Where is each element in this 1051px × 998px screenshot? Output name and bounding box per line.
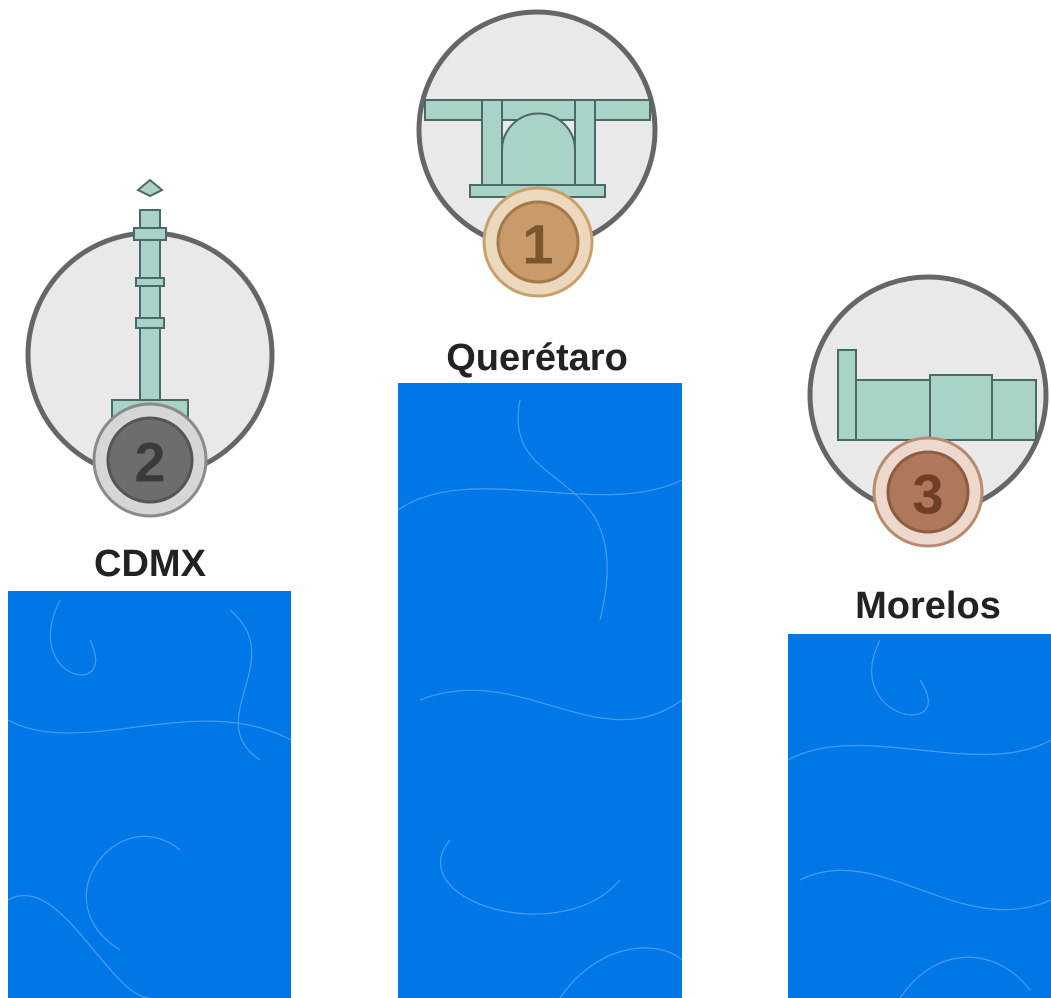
place-name: Morelos: [855, 585, 1001, 627]
podium-bar: [788, 634, 1051, 998]
rank-number: 1: [522, 213, 553, 276]
place-name: CDMX: [94, 543, 207, 585]
rank-number: 2: [134, 431, 165, 494]
place-name: Querétaro: [446, 337, 628, 379]
podium-place: 3 Morelos: [788, 277, 1051, 998]
podium-bar: [398, 383, 682, 998]
podium-place: 1 Querétaro: [398, 12, 682, 998]
podium: 2 CDMX 1 Querétaro 3 Morelos: [0, 0, 1051, 998]
rank-number: 3: [912, 463, 943, 526]
podium-place: 2 CDMX: [8, 180, 291, 998]
podium-bar: [8, 591, 291, 998]
